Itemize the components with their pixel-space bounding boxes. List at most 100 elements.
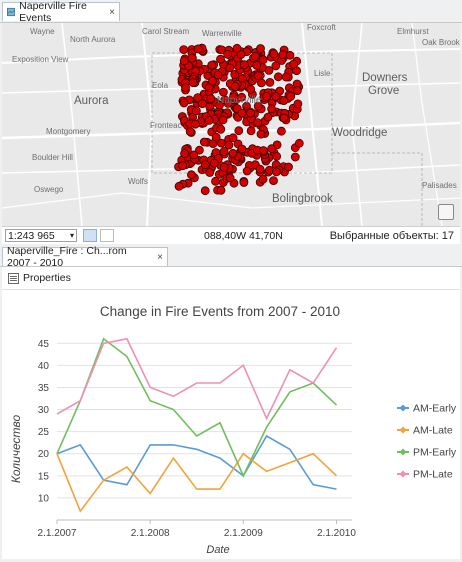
fire-event-point[interactable] (246, 108, 256, 118)
fire-event-point[interactable] (216, 124, 226, 134)
fire-event-point[interactable] (253, 101, 263, 111)
fire-event-point[interactable] (178, 161, 188, 171)
fire-event-point[interactable] (180, 149, 189, 159)
series-line-pm-early[interactable] (56, 337, 338, 478)
fire-event-point[interactable] (269, 49, 279, 59)
fire-event-point[interactable] (237, 108, 247, 118)
fire-event-point[interactable] (230, 82, 240, 91)
fire-event-point[interactable] (199, 137, 209, 147)
fire-event-point[interactable] (242, 166, 252, 176)
fire-event-point[interactable] (264, 66, 274, 75)
series-line-pm-late[interactable] (56, 337, 338, 421)
fire-event-point[interactable] (234, 126, 244, 136)
fire-event-point[interactable] (290, 152, 300, 162)
fire-event-point[interactable] (191, 106, 201, 116)
tab-chart[interactable]: Naperville_Fire : Ch...rom 2007 - 2010 × (2, 245, 168, 269)
fire-event-point[interactable] (200, 186, 210, 196)
properties-button[interactable]: Properties (8, 272, 71, 284)
fire-event-point[interactable] (232, 43, 242, 53)
fire-event-point[interactable] (278, 50, 288, 60)
fire-event-point[interactable] (186, 170, 196, 180)
fire-event-point[interactable] (218, 115, 228, 125)
fire-event-point[interactable] (265, 78, 275, 87)
fire-event-point[interactable] (286, 92, 296, 101)
fire-event-point[interactable] (179, 45, 189, 55)
fire-event-point[interactable] (273, 72, 283, 82)
fire-event-point[interactable] (246, 84, 256, 94)
fire-event-point[interactable] (269, 176, 278, 186)
fire-event-point[interactable] (279, 113, 289, 123)
fire-event-point[interactable] (253, 118, 263, 127)
legend-label[interactable]: AM-Late (413, 425, 453, 437)
fire-event-point[interactable] (284, 162, 293, 172)
fire-event-point[interactable] (204, 116, 214, 125)
fire-event-point[interactable] (211, 132, 221, 142)
fire-event-point[interactable] (200, 160, 210, 170)
fire-event-point[interactable] (181, 83, 190, 92)
map-tools-icon[interactable] (438, 204, 454, 220)
fire-event-point[interactable] (219, 162, 229, 172)
fire-event-point[interactable] (239, 60, 249, 70)
series-line-am-late[interactable] (56, 452, 338, 513)
fire-event-point[interactable] (185, 127, 195, 136)
fire-event-point[interactable] (187, 53, 197, 63)
fire-event-point[interactable] (193, 44, 203, 54)
fire-event-point[interactable] (213, 70, 223, 80)
fire-event-point[interactable] (293, 99, 303, 109)
fire-event-point[interactable] (215, 100, 224, 110)
fire-event-point[interactable] (267, 144, 277, 154)
fire-event-point[interactable] (179, 56, 189, 66)
fire-event-point[interactable] (218, 87, 228, 97)
fire-event-point[interactable] (225, 173, 235, 183)
fire-event-point[interactable] (272, 151, 282, 161)
fire-event-point[interactable] (207, 76, 217, 86)
fire-event-point[interactable] (255, 164, 265, 174)
fire-event-point[interactable] (263, 112, 273, 122)
fire-event-point[interactable] (223, 99, 233, 108)
fire-event-point[interactable] (276, 126, 286, 136)
close-icon[interactable]: × (157, 251, 163, 263)
fire-event-point[interactable] (258, 174, 268, 184)
fire-event-point[interactable] (229, 92, 238, 102)
map-view[interactable]: Wayne Carol Stream Elmhurst North Aurora War… (2, 23, 460, 226)
tab-map[interactable]: Naperville Fire Events × (2, 0, 120, 24)
fire-event-point[interactable] (258, 55, 268, 65)
fire-event-point[interactable] (224, 140, 234, 150)
fire-event-point[interactable] (267, 104, 277, 114)
fire-event-point[interactable] (253, 71, 263, 81)
fire-event-point[interactable] (271, 92, 281, 101)
fire-event-point[interactable] (256, 44, 265, 53)
fire-event-point[interactable] (193, 93, 203, 102)
fire-event-point[interactable] (228, 133, 238, 143)
fire-event-point[interactable] (239, 178, 249, 187)
fire-event-point[interactable] (271, 167, 281, 177)
fire-event-point[interactable] (216, 54, 225, 64)
fire-event-point[interactable] (174, 181, 184, 191)
fire-event-point[interactable] (179, 98, 189, 108)
fire-event-point[interactable] (258, 146, 268, 155)
legend-label[interactable]: PM-Early (413, 447, 457, 459)
fire-event-point[interactable] (188, 78, 198, 87)
fire-event-point[interactable] (237, 144, 247, 154)
fire-event-point[interactable] (262, 92, 272, 101)
series-line-am-early[interactable] (56, 434, 337, 490)
fire-event-point[interactable] (216, 185, 226, 195)
fire-event-point[interactable] (197, 99, 207, 109)
fire-event-point[interactable] (206, 94, 216, 103)
fire-event-point[interactable] (279, 96, 289, 105)
fire-event-point[interactable] (289, 59, 299, 69)
fire-event-point[interactable] (207, 60, 217, 70)
fire-event-point[interactable] (250, 51, 260, 61)
fire-event-point[interactable] (252, 61, 262, 70)
fire-event-point[interactable] (219, 147, 229, 156)
fire-event-point[interactable] (271, 61, 281, 71)
fire-event-point[interactable] (209, 158, 219, 168)
fire-event-point[interactable] (256, 129, 266, 139)
snapping-icon[interactable] (100, 229, 114, 242)
close-icon[interactable]: × (109, 6, 115, 18)
legend-label[interactable]: AM-Early (413, 403, 457, 415)
fire-event-point[interactable] (292, 86, 302, 95)
fire-event-point[interactable] (294, 138, 304, 148)
fire-event-point[interactable] (190, 119, 200, 129)
fire-event-point[interactable] (228, 148, 238, 158)
